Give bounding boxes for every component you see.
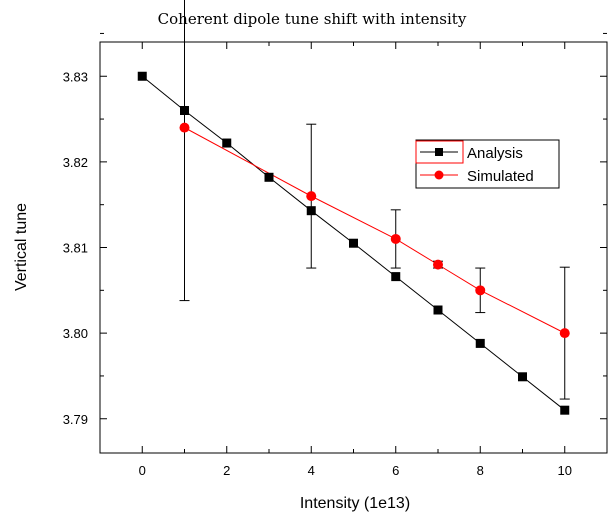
legend: Analysis Simulated bbox=[415, 139, 560, 189]
analysis-point bbox=[222, 138, 232, 148]
analysis-point bbox=[518, 372, 527, 382]
legend-simulated-marker bbox=[434, 170, 444, 180]
analysis-point bbox=[433, 305, 443, 315]
simulated-point bbox=[306, 191, 317, 202]
analysis-point bbox=[306, 206, 316, 216]
analysis-point bbox=[264, 172, 274, 182]
analysis-point bbox=[137, 71, 147, 81]
analysis-point bbox=[475, 338, 485, 348]
legend-analysis-marker bbox=[435, 148, 443, 156]
legend-analysis-label: Analysis bbox=[467, 145, 523, 162]
x-tick-label: 4 bbox=[308, 463, 315, 478]
y-tick-label: 3.83 bbox=[63, 69, 88, 84]
x-tick-label: 10 bbox=[558, 463, 572, 478]
simulated-point bbox=[475, 285, 486, 296]
y-tick-label: 3.82 bbox=[63, 155, 88, 170]
legend-simulated-label: Simulated bbox=[467, 168, 534, 185]
plot-marks bbox=[137, 0, 570, 415]
simulated-point bbox=[559, 328, 570, 339]
y-tick-label: 3.80 bbox=[63, 326, 88, 341]
x-tick-label: 8 bbox=[477, 463, 484, 478]
analysis-point bbox=[391, 272, 401, 282]
analysis-point bbox=[180, 106, 189, 115]
axes: 0 2 4 6 8 10 3.79 3.80 3.81 3.82 3.83 bbox=[63, 32, 608, 478]
simulated-point bbox=[179, 122, 190, 133]
x-axis-label: Intensity (1e13) bbox=[300, 495, 410, 512]
x-tick-label: 2 bbox=[223, 463, 230, 478]
simulated-point bbox=[390, 233, 401, 244]
simulated-point bbox=[433, 259, 443, 270]
analysis-point bbox=[560, 405, 570, 415]
legend-highlight bbox=[415, 140, 464, 164]
simulated-series-line bbox=[184, 127, 565, 334]
analysis-point bbox=[349, 238, 358, 248]
chart-title: Coherent dipole tune shift with intensit… bbox=[158, 10, 467, 28]
x-tick-label: 6 bbox=[392, 463, 399, 478]
y-axis-label: Vertical tune bbox=[13, 203, 30, 291]
y-tick-label: 3.81 bbox=[63, 241, 88, 256]
x-tick-label: 0 bbox=[139, 463, 146, 478]
y-tick-label: 3.79 bbox=[63, 412, 88, 427]
